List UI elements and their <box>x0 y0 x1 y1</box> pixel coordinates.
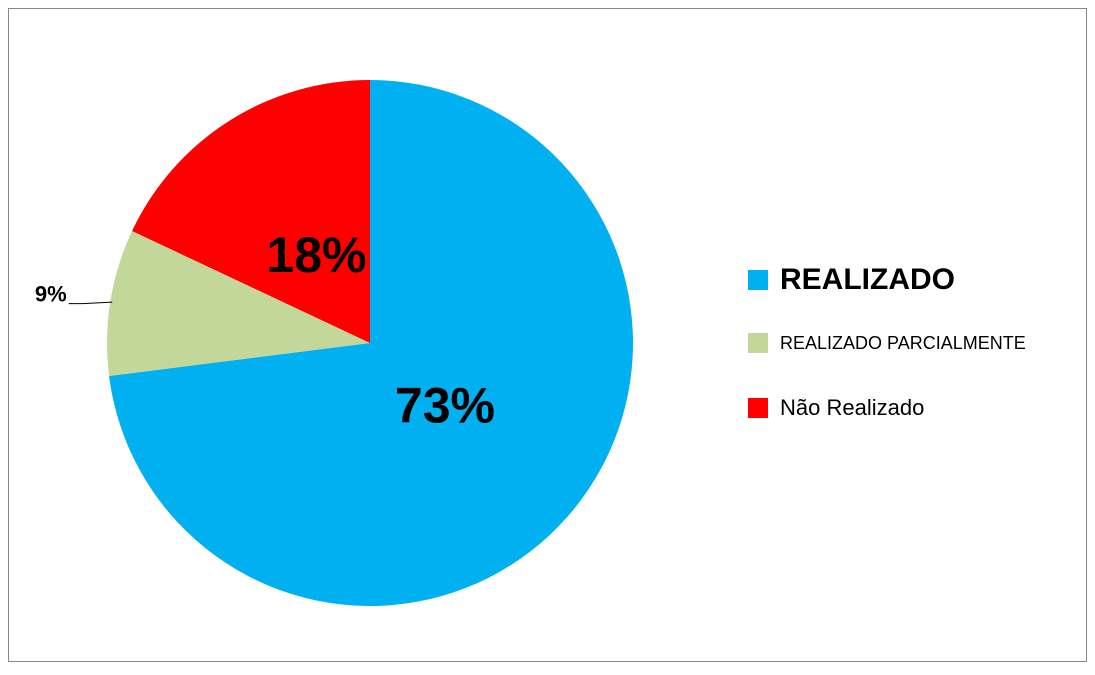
data-label: 18% <box>266 227 366 283</box>
pie-slice <box>132 80 370 343</box>
legend-swatch <box>748 398 768 418</box>
legend-swatch <box>748 270 768 290</box>
legend-label: Não Realizado <box>780 395 924 420</box>
data-label: 9% <box>35 281 67 306</box>
legend-swatch <box>748 333 768 353</box>
pie-slice <box>107 231 371 376</box>
legend-label: REALIZADO <box>780 263 955 296</box>
data-label: 73% <box>395 377 495 433</box>
legend-label: REALIZADO PARCIALMENTE <box>780 333 1026 353</box>
pie-slice <box>109 80 633 606</box>
leader-line <box>68 301 113 305</box>
